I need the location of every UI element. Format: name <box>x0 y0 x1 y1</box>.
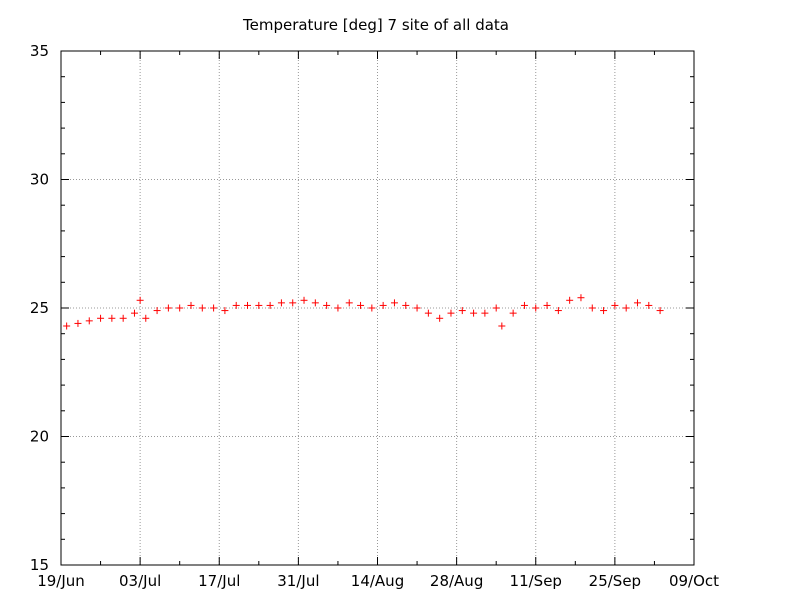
data-point <box>63 322 71 330</box>
data-point <box>379 301 387 309</box>
data-point <box>492 304 500 312</box>
y-tick-label: 20 <box>30 428 49 446</box>
data-point <box>509 309 517 317</box>
data-point <box>600 307 608 315</box>
y-tick-label: 35 <box>30 42 49 60</box>
data-point <box>566 296 574 304</box>
y-tick-label: 25 <box>30 299 49 317</box>
data-point <box>656 307 664 315</box>
data-point <box>345 299 353 307</box>
x-tick-label: 19/Jun <box>37 572 85 590</box>
x-tick-label: 11/Sep <box>510 572 562 590</box>
data-point <box>458 307 466 315</box>
data-point <box>402 301 410 309</box>
data-point <box>85 317 93 325</box>
data-point <box>481 309 489 317</box>
data-point <box>611 301 619 309</box>
data-point <box>108 314 116 322</box>
x-tick-label: 25/Sep <box>589 572 641 590</box>
y-tick-label: 15 <box>30 556 49 574</box>
data-point <box>577 294 585 302</box>
x-tick-label: 03/Jul <box>119 572 161 590</box>
x-tick-label: 28/Aug <box>430 572 483 590</box>
x-tick-label: 31/Jul <box>277 572 319 590</box>
x-tick-label: 14/Aug <box>351 572 404 590</box>
data-point <box>198 304 206 312</box>
data-point <box>334 304 342 312</box>
data-point <box>498 322 506 330</box>
data-point <box>633 299 641 307</box>
data-point <box>244 301 252 309</box>
data-point <box>210 304 218 312</box>
data-point <box>413 304 421 312</box>
data-point <box>221 307 229 315</box>
y-tick-label: 30 <box>30 171 49 189</box>
data-point <box>289 299 297 307</box>
x-tick-label: 17/Jul <box>198 572 240 590</box>
data-point <box>520 301 528 309</box>
data-point <box>357 301 365 309</box>
data-point <box>130 309 138 317</box>
x-tick-label: 09/Oct <box>669 572 719 590</box>
data-point <box>97 314 105 322</box>
data-point <box>622 304 630 312</box>
data-point <box>176 304 184 312</box>
data-point <box>164 304 172 312</box>
data-point <box>136 296 144 304</box>
data-point <box>645 301 653 309</box>
data-point <box>311 299 319 307</box>
data-point <box>368 304 376 312</box>
data-point <box>153 307 161 315</box>
data-points <box>63 294 664 330</box>
data-point <box>187 301 195 309</box>
data-point <box>436 314 444 322</box>
data-point <box>424 309 432 317</box>
data-point <box>554 307 562 315</box>
axis-ticks <box>60 50 695 566</box>
data-point <box>447 309 455 317</box>
data-point <box>470 309 478 317</box>
data-point <box>532 304 540 312</box>
data-point <box>266 301 274 309</box>
grid-lines <box>61 51 694 565</box>
data-point <box>323 301 331 309</box>
data-point <box>142 314 150 322</box>
plot-frame <box>60 50 695 566</box>
tick-labels: 15 20 25 30 35 19/Jun 03/Jul 17/Jul 31/Jul 14/Aug… <box>30 42 719 590</box>
data-point <box>232 301 240 309</box>
data-point <box>390 299 398 307</box>
data-point <box>277 299 285 307</box>
chart-title: Temperature [deg] 7 site of all data <box>242 16 509 34</box>
data-point <box>543 301 551 309</box>
data-point <box>119 314 127 322</box>
data-point <box>255 301 263 309</box>
data-point <box>74 319 82 327</box>
data-point <box>588 304 596 312</box>
data-point <box>300 296 308 304</box>
